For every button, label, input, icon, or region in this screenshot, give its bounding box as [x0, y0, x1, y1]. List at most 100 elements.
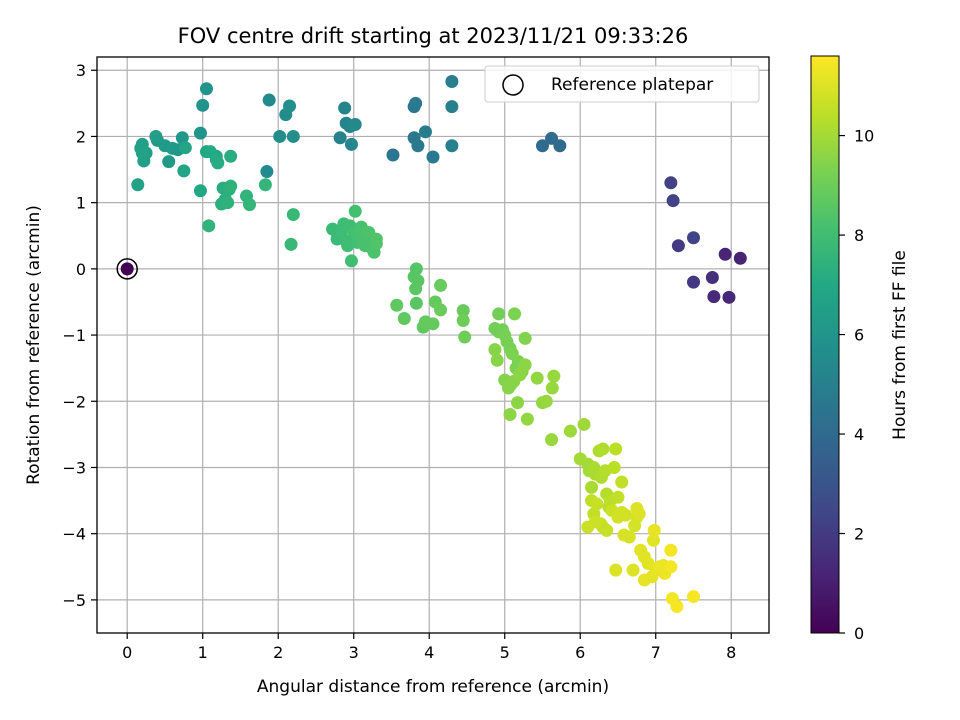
- x-tick-label: 5: [500, 643, 510, 662]
- grid-lines: [97, 57, 769, 633]
- data-point: [193, 184, 207, 198]
- data-point: [456, 304, 470, 318]
- data-point: [607, 460, 621, 474]
- data-point: [513, 368, 527, 382]
- data-point: [283, 99, 297, 113]
- data-point: [518, 358, 532, 372]
- colorbar-gradient: [810, 55, 840, 634]
- data-points: [131, 74, 747, 614]
- data-point: [445, 100, 459, 114]
- data-point: [273, 129, 287, 143]
- y-tick-label: −3: [62, 458, 86, 477]
- data-point: [488, 343, 502, 357]
- data-point: [600, 523, 614, 537]
- data-point: [545, 433, 559, 447]
- colorbar-tick-label: 4: [854, 425, 864, 444]
- data-point: [409, 296, 423, 310]
- data-point: [615, 475, 629, 489]
- data-point: [705, 270, 719, 284]
- data-point: [490, 353, 504, 367]
- colorbar-tick-label: 2: [854, 525, 864, 544]
- data-point: [619, 508, 633, 522]
- data-point: [434, 303, 448, 317]
- data-point: [647, 523, 661, 537]
- data-point: [518, 331, 532, 345]
- data-point: [622, 530, 636, 544]
- legend-box: [484, 65, 760, 103]
- colorbar: 0 2 4 6 8 10 Hours from first FF file: [810, 55, 910, 643]
- data-point: [508, 307, 522, 321]
- colorbar-label: Hours from first FF file: [890, 250, 910, 440]
- y-tick-label: 1: [76, 194, 86, 213]
- data-point: [718, 247, 732, 261]
- colorbar-tick-label: 10: [854, 127, 874, 146]
- data-point: [664, 176, 678, 190]
- data-point: [611, 490, 625, 504]
- data-point: [348, 118, 362, 132]
- data-point: [209, 153, 223, 167]
- data-point: [196, 98, 210, 112]
- data-point: [409, 96, 423, 110]
- chart-title: FOV centre drift starting at 2023/11/21 …: [178, 24, 689, 48]
- data-point: [535, 139, 549, 153]
- data-point: [149, 129, 163, 143]
- data-point: [409, 282, 423, 296]
- data-point: [563, 424, 577, 438]
- data-point: [258, 178, 272, 192]
- x-tick-label: 0: [122, 643, 132, 662]
- data-point: [553, 139, 567, 153]
- data-point: [596, 442, 610, 456]
- data-point: [341, 239, 355, 253]
- colorbar-ticks: 0 2 4 6 8 10: [839, 127, 874, 643]
- data-point: [530, 371, 544, 385]
- data-point: [135, 146, 149, 160]
- data-point: [426, 317, 440, 331]
- y-tick-label: −2: [62, 392, 86, 411]
- data-point: [178, 141, 192, 155]
- data-point: [686, 275, 700, 289]
- data-point: [426, 150, 440, 164]
- data-point: [626, 563, 640, 577]
- data-point: [177, 164, 191, 178]
- data-point: [434, 278, 448, 292]
- legend-label: Reference platepar: [551, 75, 713, 95]
- data-point: [666, 194, 680, 208]
- data-point: [588, 515, 602, 529]
- y-tick-label: −1: [62, 326, 86, 345]
- y-tick-label: −4: [62, 525, 86, 544]
- data-point: [609, 442, 623, 456]
- data-point: [707, 290, 721, 304]
- data-point: [646, 533, 660, 547]
- data-point: [458, 330, 472, 344]
- data-point: [193, 126, 207, 140]
- data-point: [386, 148, 400, 162]
- colorbar-tick-label: 8: [854, 226, 864, 245]
- data-point: [630, 502, 644, 516]
- data-point: [199, 82, 213, 96]
- data-point: [492, 307, 506, 321]
- legend-marker-icon: [502, 74, 524, 96]
- legend: Reference platepar: [484, 65, 760, 103]
- colorbar-tick-label: 0: [854, 624, 864, 643]
- data-point: [286, 129, 300, 143]
- y-axis-ticks: 3 2 1 0 −1 −2 −3 −4 −5: [62, 61, 97, 610]
- data-point: [262, 93, 276, 107]
- data-point: [722, 290, 736, 304]
- data-point: [260, 165, 274, 179]
- data-point: [671, 239, 685, 253]
- data-point: [418, 125, 432, 139]
- x-tick-label: 1: [198, 643, 208, 662]
- data-point: [243, 198, 257, 212]
- data-point: [333, 131, 347, 145]
- y-tick-label: 3: [76, 61, 86, 80]
- data-point: [539, 394, 553, 408]
- data-point: [547, 369, 561, 383]
- reference-point-fill: [120, 262, 134, 276]
- data-point: [224, 179, 238, 193]
- data-point: [503, 408, 517, 422]
- colorbar-tick-label: 6: [854, 326, 864, 345]
- data-point: [445, 139, 459, 153]
- data-point: [131, 178, 145, 192]
- x-axis-ticks: 0 1 2 3 4 5 6 7 8: [122, 633, 736, 662]
